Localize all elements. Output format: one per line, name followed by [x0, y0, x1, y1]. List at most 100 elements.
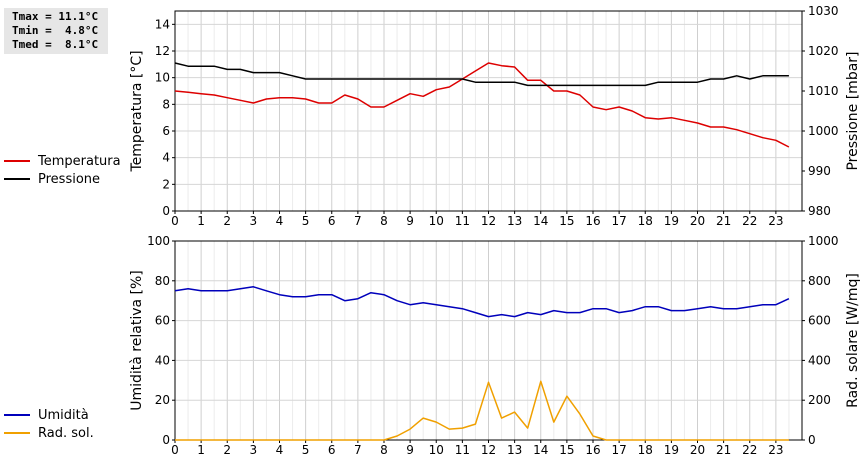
y2-tick-label: 600: [808, 314, 831, 328]
x-tick-label: 20: [690, 214, 705, 228]
x-tick-label: 11: [455, 443, 470, 457]
x-tick-label: 15: [559, 214, 574, 228]
x-tick-label: 19: [664, 214, 679, 228]
x-tick-label: 1: [197, 443, 205, 457]
x-tick-label: 15: [559, 443, 574, 457]
x-tick-label: 20: [690, 443, 705, 457]
legend-bottom: Umidità Rad. sol.: [4, 406, 94, 442]
tmin-text: Tmin = 4.8°C: [12, 24, 99, 37]
x-tick-label: 14: [533, 443, 548, 457]
y-tick-label: 0: [162, 204, 170, 218]
x-tick-label: 16: [585, 214, 600, 228]
y2-tick-label: 1010: [808, 84, 839, 98]
plot-frame: [174, 10, 803, 212]
y2-tick-label: 990: [808, 164, 831, 178]
x-tick-label: 6: [328, 443, 336, 457]
x-tick-label: 22: [742, 214, 757, 228]
legend-item-radsol: Rad. sol.: [4, 424, 94, 442]
x-tick-label: 1: [197, 214, 205, 228]
tmed-text: Tmed = 8.1°C: [12, 38, 99, 51]
x-tick-label: 16: [585, 443, 600, 457]
y-tick-label: 6: [162, 124, 170, 138]
legend-item-umidita: Umidità: [4, 406, 94, 424]
x-tick-label: 21: [716, 443, 731, 457]
y-tick-label: 2: [162, 177, 170, 191]
x-tick-label: 4: [276, 214, 284, 228]
legend-swatch-radsol: [4, 432, 30, 434]
series-line-pressione: [174, 62, 789, 87]
legend-top: Temperatura Pressione: [4, 152, 121, 188]
x-tick-label: 13: [507, 443, 522, 457]
y-tick-label: 20: [155, 393, 170, 407]
x-tick-label: 8: [380, 443, 388, 457]
legend-label-pressione: Pressione: [38, 171, 101, 187]
y2-tick-label: 200: [808, 393, 831, 407]
y2-axis-label: Pressione [mbar]: [845, 51, 860, 170]
y-tick-label: 100: [147, 234, 170, 248]
y2-tick-label: 980: [808, 204, 831, 218]
x-tick-label: 14: [533, 214, 548, 228]
x-tick-label: 9: [406, 214, 414, 228]
tmax-text: Tmax = 11.1°C: [12, 10, 99, 23]
stats-box: Tmax = 11.1°C Tmin = 4.8°C Tmed = 8.1°C: [4, 8, 108, 54]
y2-tick-label: 1000: [808, 234, 839, 248]
x-tick-label: 6: [328, 214, 336, 228]
x-tick-label: 0: [171, 443, 179, 457]
series-line-rad-sol: [175, 380, 789, 441]
x-tick-label: 8: [380, 214, 388, 228]
y2-tick-label: 800: [808, 274, 831, 288]
x-tick-label: 3: [250, 214, 258, 228]
y2-tick-label: 1020: [808, 44, 839, 58]
x-tick-label: 23: [768, 214, 783, 228]
series-line-umidit: [174, 286, 790, 318]
x-tick-label: 7: [354, 214, 362, 228]
x-tick-label: 12: [481, 214, 496, 228]
x-tick-label: 0: [171, 214, 179, 228]
x-tick-label: 17: [611, 443, 626, 457]
x-tick-label: 13: [507, 214, 522, 228]
legend-item-pressione: Pressione: [4, 170, 121, 188]
x-tick-label: 7: [354, 443, 362, 457]
y-tick-label: 60: [155, 314, 170, 328]
x-tick-label: 10: [429, 443, 444, 457]
y-tick-label: 12: [155, 44, 170, 58]
x-tick-label: 18: [638, 443, 653, 457]
x-tick-label: 5: [302, 443, 310, 457]
plot-frame: [174, 240, 803, 441]
series-line-temperatura: [174, 62, 790, 148]
y-tick-label: 0: [162, 433, 170, 447]
y2-axis-label: Rad. solare [W/mq]: [845, 273, 860, 408]
y2-tick-label: 0: [808, 433, 816, 447]
y-tick-label: 8: [162, 97, 170, 111]
legend-swatch-pressione: [4, 178, 30, 180]
legend-label-umidita: Umidità: [38, 407, 89, 423]
y-tick-label: 80: [155, 274, 170, 288]
y-axis-label: Umidità relativa [%]: [129, 270, 145, 411]
x-tick-label: 4: [276, 443, 284, 457]
x-tick-label: 5: [302, 214, 310, 228]
legend-swatch-temperatura: [4, 160, 30, 162]
y-tick-label: 4: [162, 151, 170, 165]
legend-item-temperatura: Temperatura: [4, 152, 121, 170]
legend-swatch-umidita: [4, 414, 30, 416]
y2-tick-label: 400: [808, 353, 831, 367]
x-tick-label: 19: [664, 443, 679, 457]
x-tick-label: 18: [638, 214, 653, 228]
x-tick-label: 11: [455, 214, 470, 228]
y-tick-label: 10: [155, 71, 170, 85]
y2-tick-label: 1000: [808, 124, 839, 138]
x-tick-label: 17: [611, 214, 626, 228]
x-tick-label: 21: [716, 214, 731, 228]
y-tick-label: 40: [155, 353, 170, 367]
x-tick-label: 22: [742, 443, 757, 457]
x-tick-label: 2: [223, 214, 231, 228]
x-tick-label: 12: [481, 443, 496, 457]
x-tick-label: 23: [768, 443, 783, 457]
legend-label-radsol: Rad. sol.: [38, 425, 94, 441]
legend-label-temperatura: Temperatura: [38, 153, 121, 169]
y-tick-label: 14: [155, 17, 170, 31]
y-axis-label: Temperatura [°C]: [129, 50, 145, 172]
